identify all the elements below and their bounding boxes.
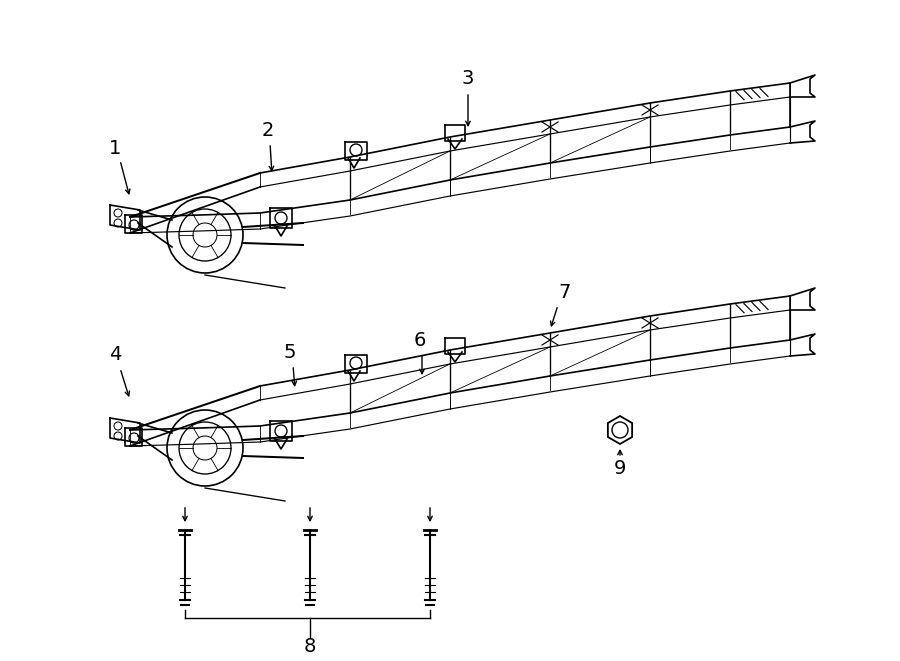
Text: 1: 1 bbox=[109, 139, 122, 157]
Text: 9: 9 bbox=[614, 459, 626, 477]
Text: 3: 3 bbox=[462, 69, 474, 87]
Text: 7: 7 bbox=[559, 282, 572, 301]
Text: 8: 8 bbox=[304, 637, 316, 656]
Text: 4: 4 bbox=[109, 346, 122, 364]
Text: 5: 5 bbox=[284, 342, 296, 362]
Text: 2: 2 bbox=[262, 120, 274, 139]
Text: 6: 6 bbox=[414, 330, 427, 350]
